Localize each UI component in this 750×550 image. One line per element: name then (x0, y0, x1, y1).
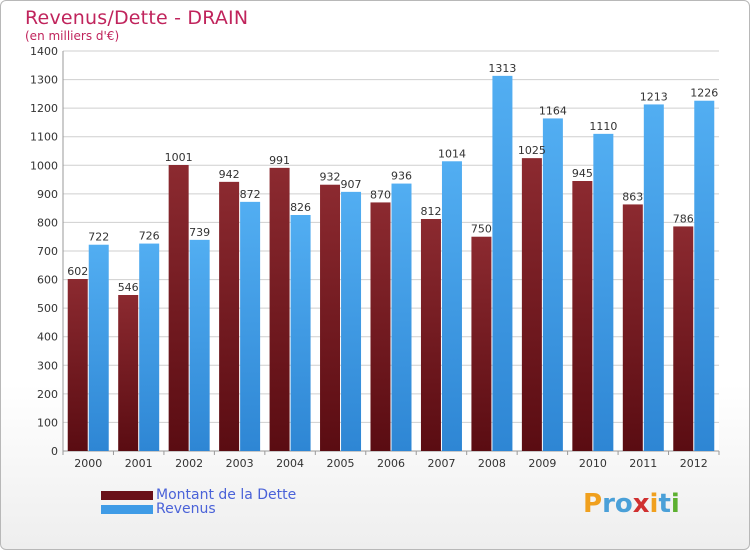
y-tick-label: 1300 (30, 74, 58, 87)
x-tick-label: 2010 (579, 457, 607, 470)
data-label-debt: 1001 (165, 151, 193, 164)
y-tick-label: 100 (37, 416, 58, 429)
logo-letter: r (602, 489, 615, 519)
y-tick-label: 1000 (30, 159, 58, 172)
data-label-revenue: 1164 (539, 104, 567, 117)
y-tick-label: 700 (37, 245, 58, 258)
data-label-debt: 870 (370, 188, 391, 201)
bar-debt-2010 (572, 181, 593, 451)
x-tick-label: 2011 (629, 457, 657, 470)
data-label-revenue: 1313 (488, 62, 516, 75)
bar-revenue-2007 (441, 161, 462, 452)
data-label-debt: 932 (320, 171, 341, 184)
y-tick-label: 400 (37, 331, 58, 344)
x-tick-label: 2012 (680, 457, 708, 470)
data-label-debt: 546 (118, 281, 139, 294)
x-tick-label: 2004 (276, 457, 304, 470)
bar-revenue-2009 (542, 118, 563, 451)
x-tick-label: 2006 (377, 457, 405, 470)
bar-revenue-2006 (391, 183, 412, 452)
data-label-revenue: 1014 (438, 147, 466, 160)
bar-revenue-2004 (290, 215, 311, 451)
x-tick-label: 2003 (226, 457, 254, 470)
bar-debt-2001 (118, 295, 139, 451)
data-label-revenue: 872 (240, 188, 261, 201)
y-tick-label: 0 (51, 445, 58, 458)
data-label-debt: 1025 (518, 144, 546, 157)
data-label-revenue: 907 (341, 178, 362, 191)
logo-letter: t (658, 489, 671, 519)
x-tick-label: 2009 (528, 457, 556, 470)
bar-revenue-2010 (593, 133, 614, 451)
legend-swatch-revenue (101, 504, 153, 514)
bar-revenue-2005 (341, 191, 362, 451)
data-label-debt: 786 (673, 212, 694, 225)
data-label-revenue: 936 (391, 170, 412, 183)
bar-revenue-2012 (694, 100, 715, 451)
bar-debt-2011 (622, 204, 643, 451)
data-label-debt: 863 (622, 190, 643, 203)
data-label-revenue: 739 (189, 226, 210, 239)
data-label-debt: 991 (269, 154, 290, 167)
data-label-revenue: 1213 (640, 90, 668, 103)
data-label-revenue: 1226 (690, 87, 718, 100)
data-label-debt: 750 (471, 223, 492, 236)
logo-letter: o (614, 489, 633, 519)
chart-subtitle: (en milliers d'€) (25, 29, 120, 43)
bar-debt-2007 (420, 219, 441, 451)
bar-debt-2008 (471, 236, 492, 451)
y-tick-label: 600 (37, 274, 58, 287)
y-tick-label: 300 (37, 359, 58, 372)
x-tick-label: 2000 (74, 457, 102, 470)
chart-title: Revenus/Dette - DRAIN (25, 7, 249, 29)
bar-revenue-2001 (139, 243, 160, 451)
data-label-debt: 945 (572, 167, 593, 180)
y-tick-label: 200 (37, 388, 58, 401)
bar-revenue-2003 (240, 201, 261, 451)
bar-revenue-2002 (189, 239, 210, 451)
logo-letter: P (583, 489, 603, 519)
bar-debt-2002 (168, 165, 189, 451)
proxiti-logo: Proxiti (583, 489, 680, 519)
bar-debt-2000 (67, 279, 88, 451)
legend-item-debt: Montant de la Dette (101, 487, 296, 503)
data-label-debt: 812 (420, 205, 441, 218)
y-tick-label: 1100 (30, 131, 58, 144)
x-tick-label: 2005 (327, 457, 355, 470)
x-tick-label: 2002 (175, 457, 203, 470)
x-tick-label: 2007 (427, 457, 455, 470)
bar-debt-2004 (269, 167, 290, 451)
y-tick-label: 1400 (30, 45, 58, 58)
bar-debt-2009 (521, 158, 542, 451)
legend-label-debt: Montant de la Dette (156, 487, 297, 503)
y-tick-label: 500 (37, 302, 58, 315)
data-label-revenue: 726 (139, 230, 160, 243)
y-tick-label: 1200 (30, 102, 58, 115)
bar-debt-2006 (370, 202, 391, 451)
data-label-revenue: 1110 (589, 120, 617, 133)
data-label-revenue: 826 (290, 201, 311, 214)
x-tick-label: 2001 (125, 457, 153, 470)
logo-letter: x (632, 489, 650, 519)
bar-debt-2003 (219, 181, 240, 451)
legend-swatch-debt (101, 490, 153, 500)
logo-letter: i (670, 489, 680, 519)
logo-letter: i (649, 489, 659, 519)
y-tick-label: 800 (37, 216, 58, 229)
data-label-debt: 942 (219, 168, 240, 181)
bar-debt-2005 (320, 184, 341, 451)
legend-item-revenue: Revenus (101, 501, 216, 517)
bar-debt-2012 (673, 226, 694, 451)
legend-label-revenue: Revenus (156, 501, 216, 517)
bar-revenue-2000 (88, 244, 109, 451)
bar-revenue-2008 (492, 75, 513, 451)
x-tick-label: 2008 (478, 457, 506, 470)
bar-revenue-2011 (643, 104, 664, 451)
data-label-revenue: 722 (88, 231, 109, 244)
data-label-debt: 602 (67, 265, 88, 278)
y-tick-label: 900 (37, 188, 58, 201)
